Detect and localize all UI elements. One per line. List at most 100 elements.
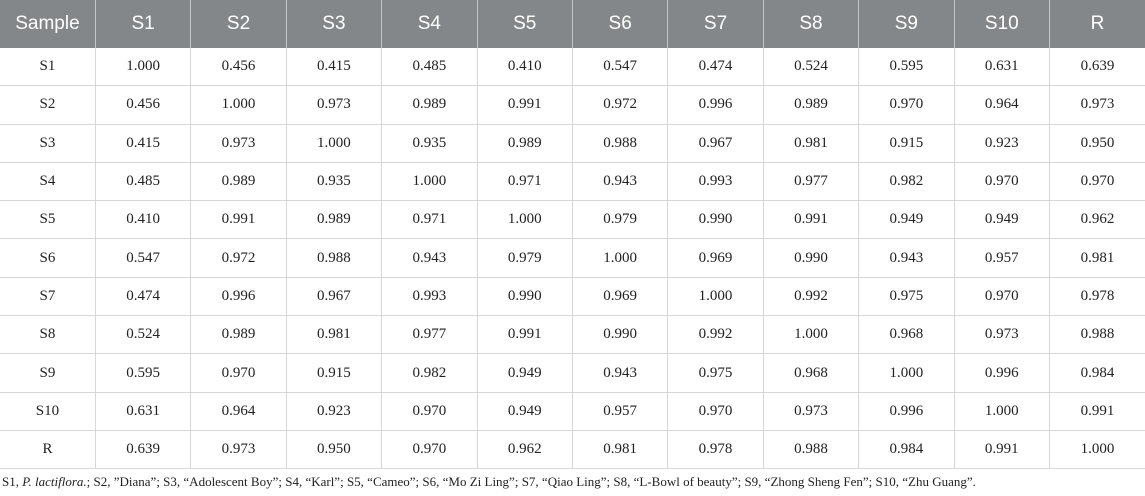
table-cell: 0.989: [762, 85, 859, 125]
row-label: S8: [0, 315, 96, 355]
table-cell: 0.990: [667, 200, 764, 240]
table-cell: 0.971: [381, 200, 478, 240]
table-cell: 0.978: [1048, 277, 1145, 317]
table-cell: 0.979: [476, 238, 573, 278]
table-cell: 0.989: [381, 85, 478, 125]
table-cell: 0.968: [858, 315, 955, 355]
header-s8: S8: [762, 0, 859, 48]
table-cell: 1.000: [285, 124, 382, 163]
table-cell: 0.970: [953, 277, 1050, 317]
table-cell: 0.979: [571, 200, 668, 240]
header-s4: S4: [381, 0, 478, 48]
table-cell: 0.943: [858, 238, 955, 278]
table-cell: 0.923: [953, 124, 1050, 163]
table-cell: 0.415: [94, 124, 191, 163]
table-cell: 0.991: [476, 315, 573, 355]
table-cell: 0.923: [285, 392, 382, 431]
table-cell: 0.982: [381, 353, 478, 393]
table-cell: 0.989: [190, 162, 287, 202]
table-cell: 0.981: [285, 315, 382, 355]
table-cell: 0.970: [667, 392, 764, 431]
header-s10: S10: [953, 0, 1050, 48]
table-cell: 0.973: [190, 430, 287, 470]
table-cell: 0.991: [476, 85, 573, 125]
header-sample: Sample: [0, 0, 96, 48]
table-cell: 0.962: [1048, 200, 1145, 240]
table-cell: 0.967: [285, 277, 382, 317]
table-footnote: S1, P. lactiflora.; S2, ”Diana”; S3, “Ad…: [2, 474, 976, 490]
table-cell: 1.000: [190, 85, 287, 125]
table-cell: 0.456: [190, 48, 287, 87]
table-cell: 0.415: [285, 48, 382, 87]
table-cell: 0.639: [1048, 48, 1145, 87]
table-cell: 0.595: [858, 48, 955, 87]
table-cell: 0.969: [571, 277, 668, 317]
table-cell: 0.915: [285, 353, 382, 393]
table-row: S5 0.410 0.991 0.989 0.971 1.000 0.979 0.990 0.9…: [0, 200, 1145, 240]
table-cell: 0.973: [285, 85, 382, 125]
header-s3: S3: [285, 0, 382, 48]
table-cell: 0.595: [94, 353, 191, 393]
footnote-sample-list: ; S2, ”Diana”; S3, “Adolescent Boy”; S4,…: [86, 474, 976, 489]
table-cell: 0.970: [858, 85, 955, 125]
table-row: S3 0.415 0.973 1.000 0.935 0.989 0.988 0.967 0.9…: [0, 124, 1145, 163]
row-label: S6: [0, 238, 96, 278]
table-cell: 0.975: [667, 353, 764, 393]
table-cell: 0.456: [94, 85, 191, 125]
table-cell: 1.000: [667, 277, 764, 317]
table-cell: 1.000: [476, 200, 573, 240]
similarity-table: Sample S1 S2 S3 S4 S5 S6 S7 S8 S9 S10 R S1 1.000 0.45…: [0, 0, 1145, 470]
footnote-prefix: S1,: [2, 474, 23, 489]
table-row: S10 0.631 0.964 0.923 0.970 0.949 0.957 0.970 0.…: [0, 392, 1145, 431]
table-cell: 0.950: [1048, 124, 1145, 163]
table-cell: 0.962: [476, 430, 573, 470]
table-cell: 0.968: [762, 353, 859, 393]
header-r: R: [1048, 0, 1145, 48]
table-cell: 0.949: [476, 353, 573, 393]
table-cell: 0.981: [1048, 238, 1145, 278]
table-cell: 1.000: [953, 392, 1050, 431]
header-s9: S9: [858, 0, 955, 48]
row-label: S2: [0, 85, 96, 125]
table-cell: 0.981: [762, 124, 859, 163]
table-cell: 0.631: [953, 48, 1050, 87]
table-cell: 0.981: [571, 430, 668, 470]
table-cell: 0.950: [285, 430, 382, 470]
table-cell: 1.000: [762, 315, 859, 355]
table-cell: 0.984: [858, 430, 955, 470]
table-cell: 0.989: [190, 315, 287, 355]
table-row: S6 0.547 0.972 0.988 0.943 0.979 1.000 0.969 0.9…: [0, 238, 1145, 278]
table-cell: 0.988: [762, 430, 859, 470]
table-cell: 0.978: [667, 430, 764, 470]
table-cell: 0.485: [381, 48, 478, 87]
table-cell: 0.989: [285, 200, 382, 240]
table-cell: 0.992: [667, 315, 764, 355]
table-cell: 0.991: [762, 200, 859, 240]
header-s5: S5: [476, 0, 573, 48]
table-cell: 0.474: [667, 48, 764, 87]
table-cell: 0.970: [381, 392, 478, 431]
row-label: R: [0, 430, 96, 470]
table-cell: 0.988: [285, 238, 382, 278]
table-cell: 0.524: [94, 315, 191, 355]
table-cell: 0.949: [476, 392, 573, 431]
table-cell: 0.988: [1048, 315, 1145, 355]
table-cell: 0.973: [762, 392, 859, 431]
row-label: S7: [0, 277, 96, 317]
row-label: S1: [0, 48, 96, 87]
table-cell: 0.996: [858, 392, 955, 431]
table-cell: 0.977: [762, 162, 859, 202]
table-cell: 0.996: [953, 353, 1050, 393]
table-cell: 0.410: [476, 48, 573, 87]
table-cell: 0.967: [667, 124, 764, 163]
table-cell: 0.991: [1048, 392, 1145, 431]
table-cell: 0.970: [381, 430, 478, 470]
table-row: S4 0.485 0.989 0.935 1.000 0.971 0.943 0.993 0.9…: [0, 162, 1145, 202]
table-row: S7 0.474 0.996 0.967 0.993 0.990 0.969 1.000 0.9…: [0, 277, 1145, 317]
table-cell: 1.000: [381, 162, 478, 202]
table-cell: 0.990: [476, 277, 573, 317]
table-cell: 0.990: [762, 238, 859, 278]
table-header-row: Sample S1 S2 S3 S4 S5 S6 S7 S8 S9 S10 R: [0, 0, 1145, 48]
table-cell: 0.973: [1048, 85, 1145, 125]
table-cell: 0.982: [858, 162, 955, 202]
